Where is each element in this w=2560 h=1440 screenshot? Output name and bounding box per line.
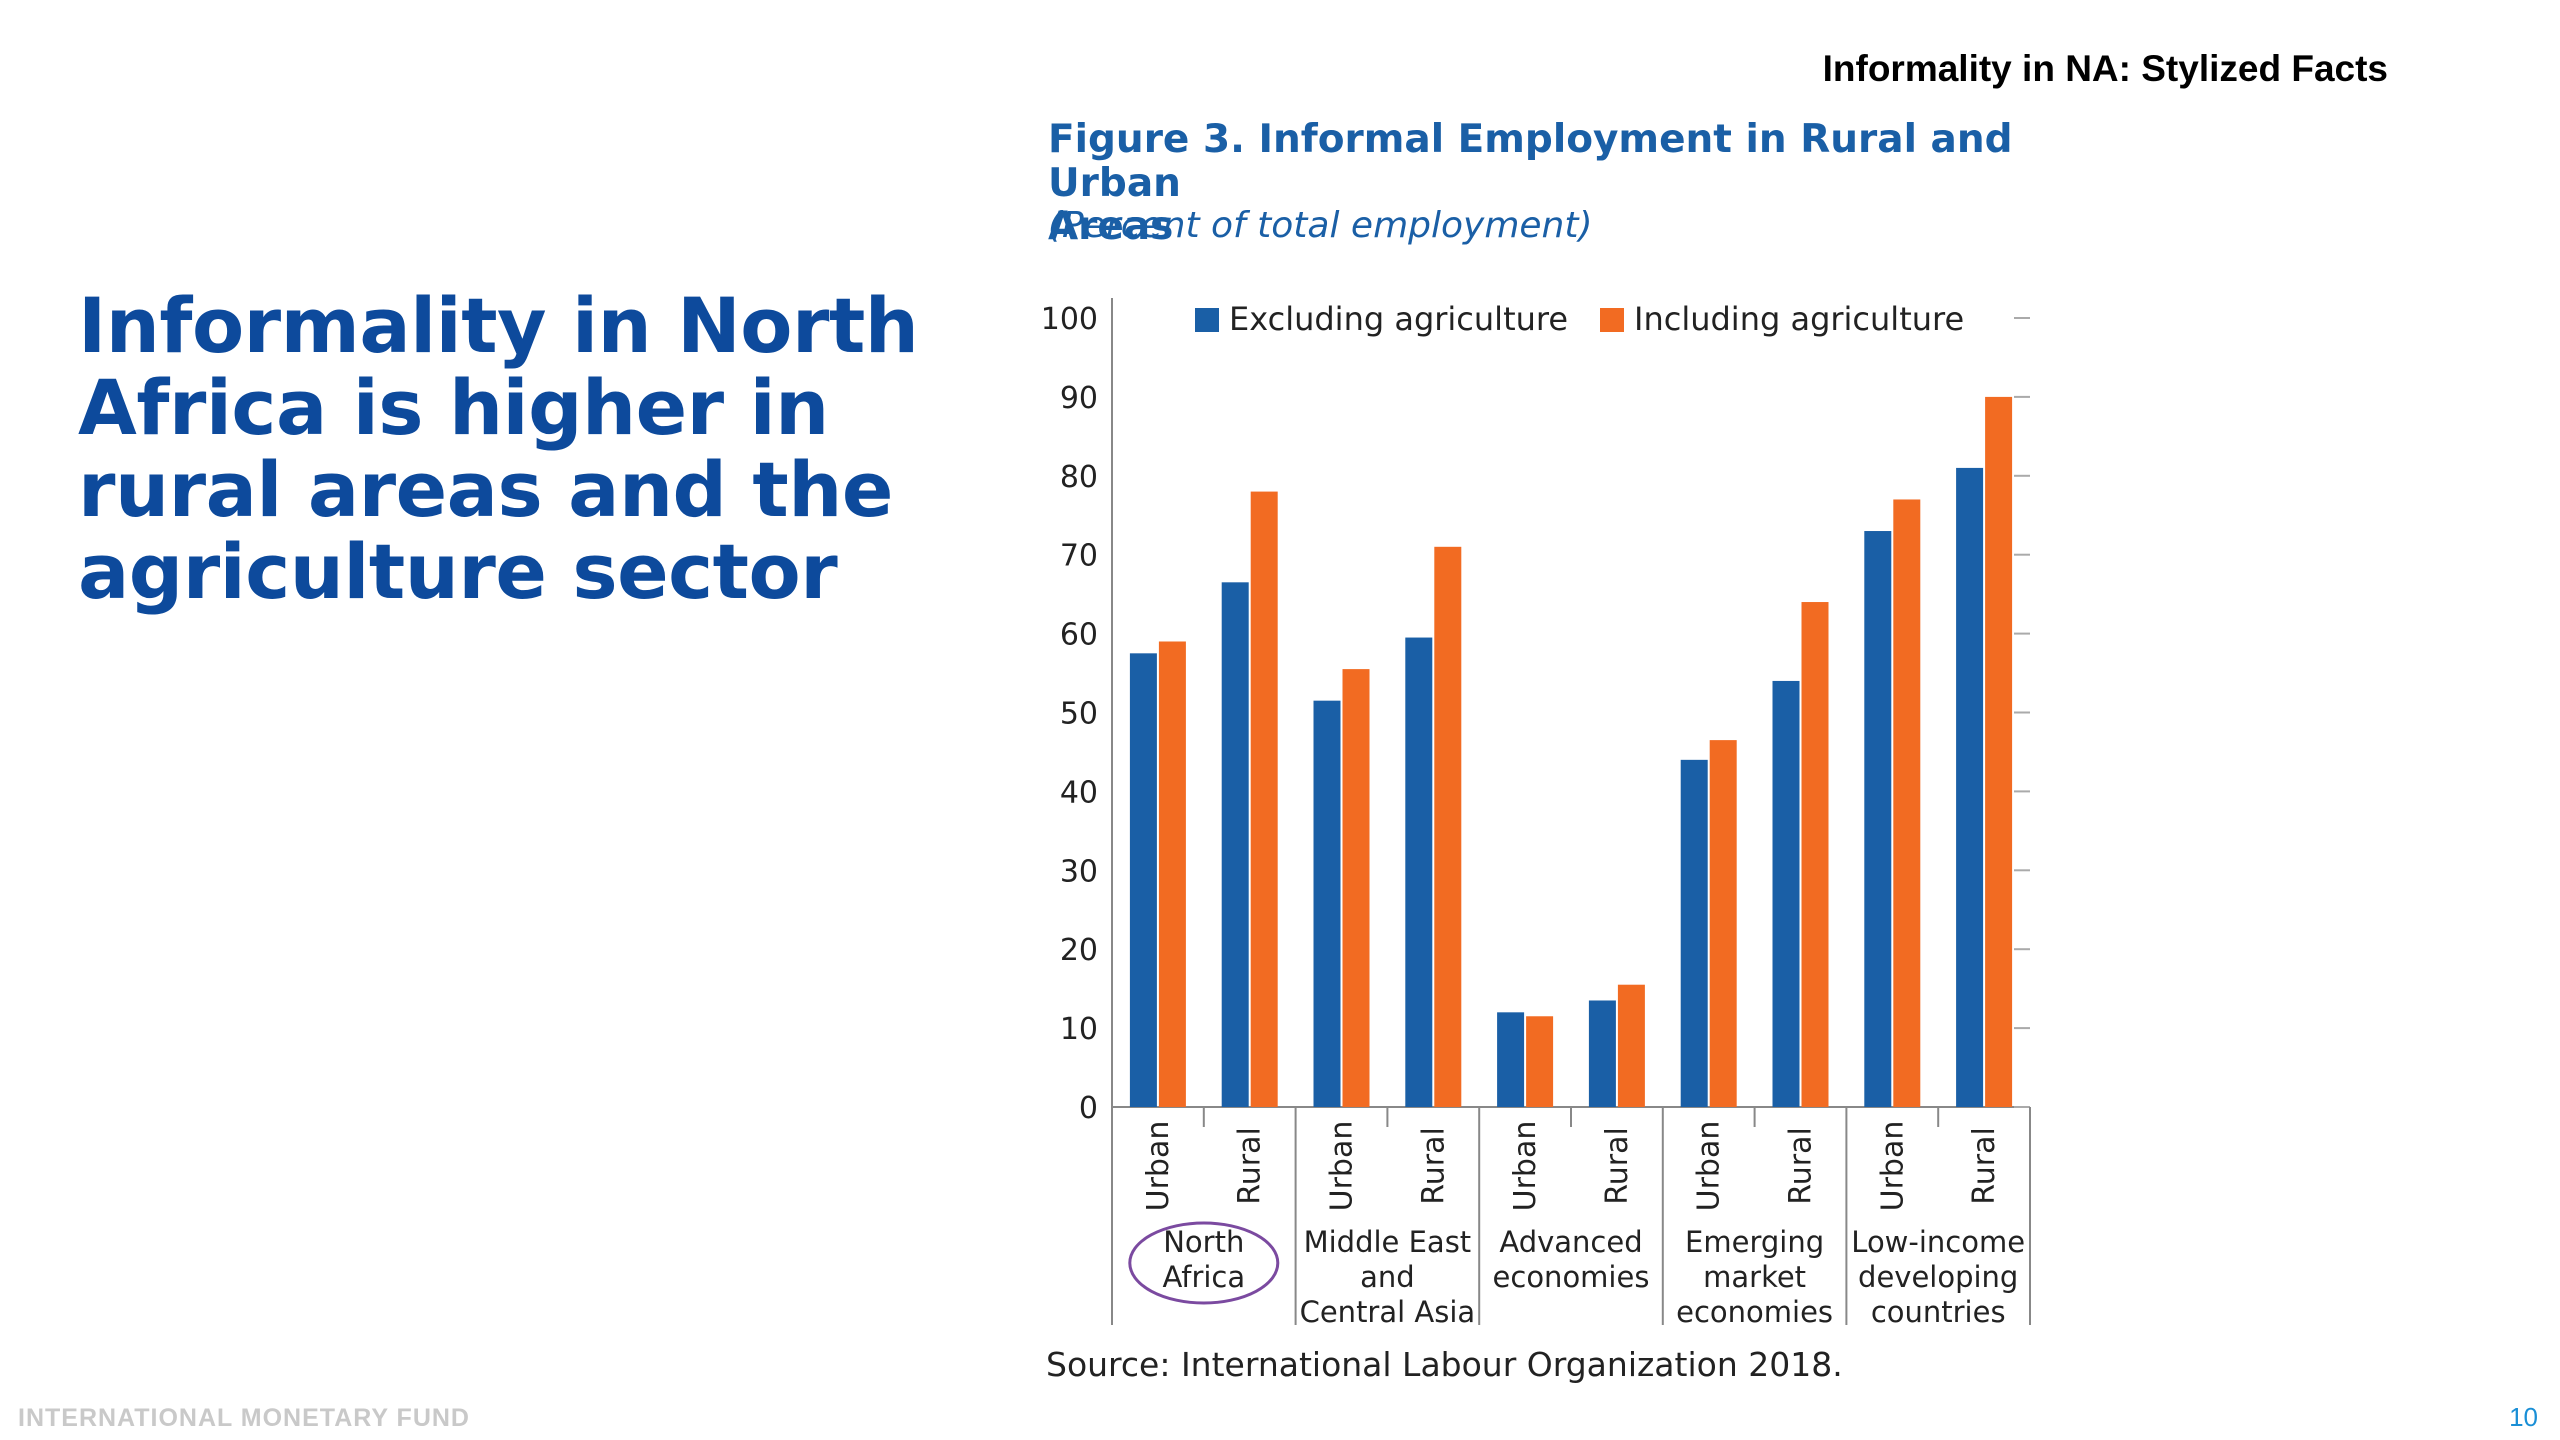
group-label: and: [1360, 1260, 1415, 1294]
group-label: economies: [1676, 1295, 1833, 1329]
y-tick-label: 80: [1060, 460, 1098, 495]
y-tick-label: 10: [1060, 1012, 1098, 1047]
legend-swatch: [1600, 308, 1624, 332]
y-tick-label: 60: [1060, 618, 1098, 653]
bar-including-agriculture: [1801, 602, 1829, 1107]
group-label: North: [1163, 1225, 1244, 1259]
y-tick-label: 40: [1060, 775, 1098, 810]
bar-including-agriculture: [1342, 669, 1370, 1107]
bar-excluding-agriculture: [1221, 582, 1249, 1107]
x-category-label: Urban: [1325, 1121, 1360, 1212]
legend-swatch: [1195, 308, 1219, 332]
slide-header-title: Informality in NA: Stylized Facts: [1822, 48, 2388, 89]
bar-excluding-agriculture: [1772, 680, 1800, 1107]
group-label: Central Asia: [1300, 1295, 1476, 1329]
y-tick-label: 100: [1041, 302, 1098, 337]
group-label: Africa: [1162, 1260, 1245, 1294]
bar-excluding-agriculture: [1497, 1012, 1525, 1107]
x-category-label: Urban: [1875, 1121, 1910, 1212]
x-category-label: Urban: [1141, 1121, 1176, 1212]
headline-line: agriculture sector: [78, 527, 838, 617]
bar-including-agriculture: [1158, 641, 1186, 1107]
bar-excluding-agriculture: [1680, 759, 1708, 1107]
y-tick-label: 30: [1060, 854, 1098, 889]
bar-excluding-agriculture: [1956, 467, 1984, 1107]
x-category-label: Rural: [1416, 1127, 1451, 1205]
bar-including-agriculture: [1985, 396, 2013, 1107]
y-tick-label: 20: [1060, 933, 1098, 968]
group-label: developing: [1858, 1260, 2018, 1294]
bar-excluding-agriculture: [1313, 700, 1341, 1107]
group-label: Middle East: [1304, 1225, 1472, 1259]
y-tick-label: 90: [1060, 381, 1098, 416]
footer-organization: INTERNATIONAL MONETARY FUND: [18, 1404, 470, 1432]
headline-line: Informality in North: [78, 281, 919, 370]
x-category-label: Urban: [1692, 1121, 1727, 1212]
bar-excluding-agriculture: [1588, 1000, 1616, 1107]
bar-including-agriculture: [1526, 1016, 1554, 1107]
legend-label: Excluding agriculture: [1229, 300, 1568, 338]
bar-excluding-agriculture: [1129, 653, 1157, 1107]
bar-excluding-agriculture: [1405, 637, 1433, 1107]
bar-including-agriculture: [1709, 740, 1737, 1107]
bar-including-agriculture: [1893, 499, 1921, 1108]
group-label: market: [1703, 1260, 1806, 1294]
figure-subtitle: (Percent of total employment): [1048, 205, 1593, 246]
headline-line: rural areas and the: [78, 445, 893, 535]
figure-title: Figure 3. Informal Employment in Rural a…: [1048, 118, 2048, 249]
legend-label: Including agriculture: [1634, 300, 1964, 338]
group-label: Emerging: [1685, 1225, 1824, 1259]
figure-title-line: Figure 3. Informal Employment in Rural a…: [1048, 117, 2013, 206]
y-tick-label: 70: [1060, 539, 1098, 574]
y-tick-label: 50: [1060, 697, 1098, 732]
x-category-label: Rural: [1233, 1127, 1268, 1205]
figure-source: Source: International Labour Organizatio…: [1046, 1345, 1843, 1384]
highlight-ellipse: [1128, 1221, 1280, 1305]
x-category-label: Urban: [1508, 1121, 1543, 1212]
slide-headline: Informality in North Africa is higher in…: [78, 281, 938, 617]
y-tick-label: 0: [1079, 1091, 1098, 1126]
figure-title-line: Areas: [1048, 204, 1174, 250]
group-label: countries: [1871, 1295, 2006, 1329]
group-label: Low-income: [1851, 1225, 2025, 1259]
bar-including-agriculture: [1617, 984, 1645, 1107]
page-number: 10: [2509, 1402, 2538, 1432]
x-category-label: Rural: [1784, 1127, 1819, 1205]
bar-including-agriculture: [1250, 491, 1278, 1108]
bar-including-agriculture: [1434, 546, 1462, 1107]
x-category-label: Rural: [1967, 1127, 2002, 1205]
group-label: Advanced: [1499, 1225, 1642, 1259]
bar-excluding-agriculture: [1864, 531, 1892, 1107]
group-label: economies: [1493, 1260, 1650, 1294]
x-category-label: Rural: [1600, 1127, 1635, 1205]
headline-line: Africa is higher in: [78, 363, 829, 453]
